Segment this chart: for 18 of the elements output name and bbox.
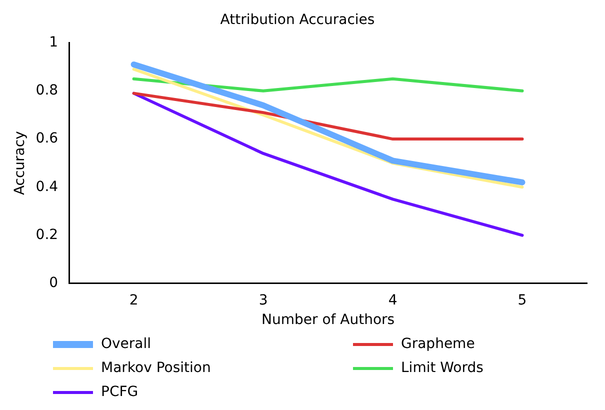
y-tick-label: 0.4 xyxy=(36,178,58,195)
chart-title: Attribution Accuracies xyxy=(220,12,375,28)
x-axis-title: Number of Authors xyxy=(262,312,395,328)
legend-label: Markov Position xyxy=(101,360,211,376)
y-tick-label: 0.2 xyxy=(36,226,58,243)
y-tick-label: 0.8 xyxy=(36,82,58,99)
y-tick-label: 0 xyxy=(49,275,58,292)
legend-label: Limit Words xyxy=(401,360,484,376)
legend-label: PCFG xyxy=(101,384,138,400)
y-tick-label: 1 xyxy=(49,34,58,50)
x-tick-label: 2 xyxy=(129,292,138,308)
y-axis-title: Accuracy xyxy=(12,131,28,196)
y-tick-label: 0.6 xyxy=(36,130,58,147)
x-tick-label: 5 xyxy=(518,292,527,308)
x-tick-label: 3 xyxy=(258,292,268,308)
legend-label: Overall xyxy=(101,336,152,352)
x-tick-label: 4 xyxy=(388,292,398,308)
legend-label: Grapheme xyxy=(401,336,475,352)
